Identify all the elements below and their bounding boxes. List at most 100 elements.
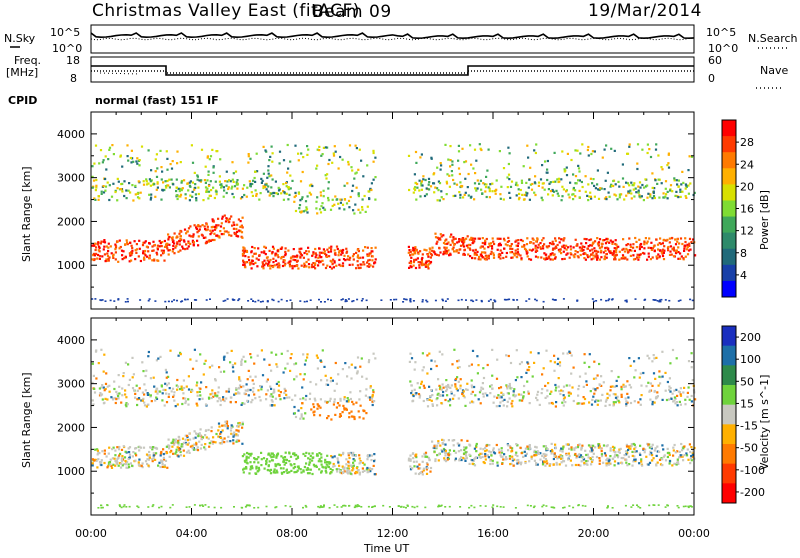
range-gate-cell — [107, 247, 109, 249]
range-gate-cell — [294, 256, 296, 258]
range-gate-cell — [311, 255, 313, 257]
range-gate-cell — [614, 393, 616, 395]
near-range-cell — [411, 506, 413, 508]
near-range-cell — [424, 507, 426, 509]
range-gate-cell — [569, 182, 571, 184]
range-gate-cell — [543, 367, 545, 369]
range-gate-cell — [601, 453, 603, 455]
range-gate-cell — [99, 247, 101, 249]
range-gate-cell — [285, 390, 287, 392]
range-gate-cell — [340, 454, 342, 456]
range-gate-cell — [451, 164, 453, 166]
range-gate-cell — [255, 466, 257, 468]
range-gate-cell — [588, 196, 590, 198]
range-gate-cell — [193, 189, 195, 191]
range-gate-cell — [311, 185, 313, 187]
range-gate-cell — [503, 453, 505, 455]
range-gate-cell — [133, 373, 135, 375]
range-gate-cell — [421, 189, 423, 191]
range-gate-cell — [585, 373, 587, 375]
range-gate-cell — [422, 461, 424, 463]
range-gate-cell — [514, 254, 516, 256]
range-gate-cell — [131, 184, 133, 186]
range-gate-cell — [629, 249, 631, 251]
range-gate-cell — [348, 163, 350, 165]
range-gate-cell — [518, 197, 520, 199]
range-gate-cell — [129, 454, 131, 456]
near-range-cell — [445, 300, 447, 302]
range-gate-cell — [373, 465, 375, 467]
range-gate-cell — [357, 249, 359, 251]
range-gate-cell — [410, 392, 412, 394]
range-gate-cell — [223, 227, 225, 229]
range-gate-cell — [135, 252, 137, 254]
range-gate-cell — [555, 240, 557, 242]
range-gate-cell — [612, 446, 614, 448]
range-gate-cell — [600, 399, 602, 401]
range-gate-cell — [552, 194, 554, 196]
range-gate-cell — [606, 464, 608, 466]
range-gate-cell — [114, 450, 116, 452]
range-gate-cell — [98, 195, 100, 197]
near-range-cell — [525, 300, 527, 302]
range-gate-cell — [108, 453, 110, 455]
near-range-cell — [171, 301, 173, 303]
range-gate-cell — [230, 235, 232, 237]
range-gate-cell — [235, 387, 237, 389]
range-gate-cell — [591, 404, 593, 406]
range-gate-cell — [562, 460, 564, 462]
range-gate-cell — [673, 249, 675, 251]
range-gate-cell — [490, 253, 492, 255]
range-gate-cell — [508, 192, 510, 194]
range-gate-cell — [465, 455, 467, 457]
range-gate-cell — [218, 366, 220, 368]
range-gate-cell — [662, 249, 664, 251]
range-gate-cell — [625, 385, 627, 387]
near-range-cell — [648, 505, 650, 507]
range-gate-cell — [112, 255, 114, 257]
colorbar-swatch — [722, 281, 736, 298]
range-gate-cell — [676, 183, 678, 185]
range-gate-cell — [329, 400, 331, 402]
near-range-cell — [496, 506, 498, 508]
range-gate-cell — [588, 239, 590, 241]
near-range-cell — [630, 506, 632, 508]
range-gate-cell — [131, 245, 133, 247]
range-gate-cell — [124, 389, 126, 391]
range-gate-cell — [431, 254, 433, 256]
range-gate-cell — [272, 396, 274, 398]
range-gate-cell — [626, 153, 628, 155]
range-gate-cell — [520, 189, 522, 191]
range-gate-cell — [481, 193, 483, 195]
near-range-cell — [252, 300, 254, 302]
range-gate-cell — [542, 237, 544, 239]
range-gate-cell — [415, 259, 417, 261]
range-gate-cell — [121, 449, 123, 451]
range-gate-cell — [261, 251, 263, 253]
range-gate-cell — [598, 241, 600, 243]
range-gate-cell — [166, 377, 168, 379]
range-gate-cell — [522, 397, 524, 399]
range-gate-cell — [551, 450, 553, 452]
range-gate-cell — [205, 186, 207, 188]
range-gate-cell — [618, 259, 620, 261]
range-gate-cell — [97, 453, 99, 455]
range-gate-cell — [544, 160, 546, 162]
range-gate-cell — [679, 258, 681, 260]
range-gate-cell — [107, 250, 109, 252]
range-gate-cell — [430, 157, 432, 159]
range-gate-cell — [269, 267, 271, 269]
range-gate-cell — [601, 455, 603, 457]
range-gate-cell — [205, 242, 207, 244]
range-gate-cell — [484, 455, 486, 457]
range-gate-cell — [533, 242, 535, 244]
range-gate-cell — [250, 401, 252, 403]
range-gate-cell — [410, 262, 412, 264]
range-gate-cell — [515, 250, 517, 252]
range-gate-cell — [597, 169, 599, 171]
range-gate-cell — [100, 464, 102, 466]
range-gate-cell — [641, 246, 643, 248]
range-gate-cell — [493, 396, 495, 398]
near-range-cell — [562, 507, 564, 509]
